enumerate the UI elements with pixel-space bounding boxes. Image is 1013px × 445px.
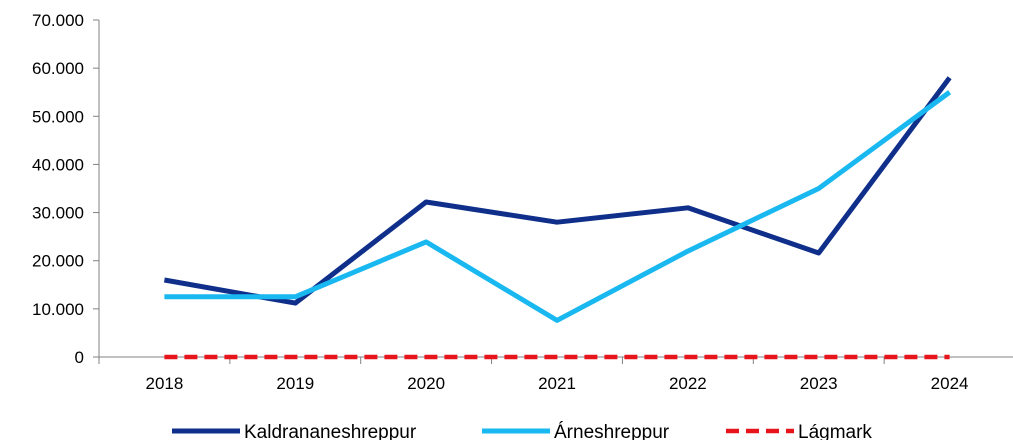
x-tick-label: 2019 [276, 374, 314, 393]
x-tick-label: 2023 [800, 374, 838, 393]
legend-label: Kaldrananeshreppur [244, 422, 417, 440]
y-tick-label: 20.000 [32, 252, 84, 271]
y-tick-label: 10.000 [32, 300, 84, 319]
series-line-kaldrananeshreppur [163, 76, 952, 306]
legend-label: Lágmark [798, 422, 872, 440]
x-tick-label: 2018 [146, 374, 184, 393]
y-tick-label: 40.000 [32, 155, 84, 174]
legend: Kaldrananeshreppur Árneshreppur Lágmark [172, 422, 872, 443]
x-tick-label: 2021 [538, 374, 576, 393]
y-tick-label: 60.000 [32, 59, 84, 78]
y-tick-label: 70.000 [32, 11, 84, 30]
y-tick-label: 30.000 [32, 204, 84, 223]
axes: 0 10.000 20.000 30.000 40.000 50.000 60.000 70.… [32, 11, 1013, 393]
x-tick-label: 2020 [407, 374, 445, 393]
x-tick-label: 2022 [669, 374, 707, 393]
y-tick-label: 0 [75, 348, 84, 367]
y-tick-label: 50.000 [32, 107, 84, 126]
series-line-arneshreppur [164, 90, 952, 323]
legend-label: Árneshreppur [554, 422, 670, 440]
x-tick-label: 2024 [931, 374, 969, 393]
series-lines [163, 76, 952, 360]
